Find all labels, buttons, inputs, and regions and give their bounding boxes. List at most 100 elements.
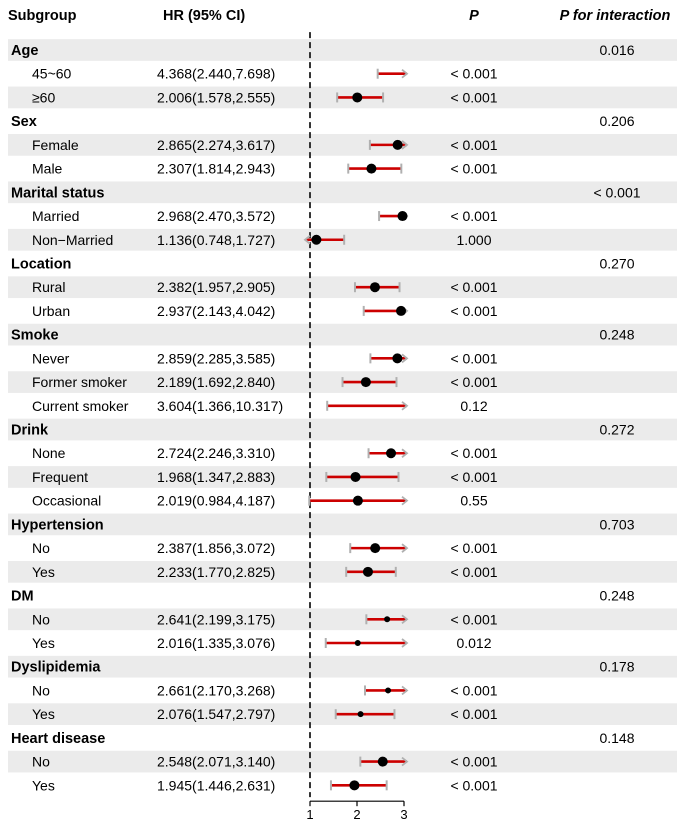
row-band [8, 655, 677, 678]
hr-ci-text: 1.968(1.347,2.883) [157, 469, 275, 485]
subgroup-label: Urban [32, 303, 70, 319]
row-band [8, 134, 677, 156]
p-value: < 0.001 [450, 208, 497, 224]
group-label: Sex [11, 114, 37, 130]
x-tick-label: 3 [400, 807, 407, 822]
ci-upper-arrow [401, 69, 409, 79]
column-headers: Subgroup HR (95% CI) P P for interaction [8, 8, 670, 24]
hr-ci-text: 4.368(2.440,7.698) [157, 66, 275, 82]
x-tick-label: 1 [306, 807, 313, 822]
hr-point [360, 377, 371, 388]
header-p-interaction: P for interaction [560, 8, 671, 24]
hr-point [370, 543, 381, 554]
hr-ci-text: 1.136(0.748,1.727) [157, 232, 275, 248]
subgroup-row: ≥60 2.006(1.578,2.555) < 0.001 [32, 89, 498, 105]
hr-ci-text: 2.865(2.274,3.617) [157, 137, 275, 153]
row-band [8, 418, 677, 441]
subgroup-label: Never [32, 350, 70, 366]
p-interaction-value: 0.272 [599, 422, 634, 438]
ci-lower-arrow [303, 235, 311, 245]
hr-ci-text: 2.968(2.470,3.572) [157, 208, 275, 224]
p-value: < 0.001 [450, 564, 497, 580]
p-value: < 0.001 [450, 161, 497, 177]
hr-point [392, 139, 403, 150]
p-value: < 0.001 [450, 374, 497, 390]
row-bands [8, 39, 677, 773]
hr-point [311, 234, 322, 245]
subgroup-row: No 2.661(2.170,3.268) < 0.001 [32, 682, 498, 698]
p-value: < 0.001 [450, 682, 497, 698]
p-value: 0.012 [456, 635, 491, 651]
ci-upper-arrow [401, 495, 409, 506]
p-value: < 0.001 [450, 469, 497, 485]
subgroup-label: None [32, 445, 66, 461]
hr-ci-text: 2.233(1.770,2.825) [157, 564, 275, 580]
group-label: Drink [11, 423, 49, 439]
subgroup-row: Yes 2.233(1.770,2.825) < 0.001 [32, 564, 498, 580]
hr-point [369, 282, 380, 293]
p-interaction-value: 0.148 [599, 730, 634, 746]
hr-point [386, 448, 397, 459]
hr-ci-text: 2.189(1.692,2.840) [157, 374, 275, 390]
hr-ci-text: 2.307(1.814,2.943) [157, 161, 275, 177]
hr-ci-text: 2.937(2.143,4.042) [157, 303, 275, 319]
header-hr: HR (95% CI) [163, 8, 245, 24]
group-row: DM 0.248 [11, 588, 635, 605]
subgroup-label: Non−Married [32, 232, 113, 248]
hr-point [366, 163, 377, 174]
hr-ci-text: 1.945(1.446,2.631) [157, 777, 275, 793]
p-value: < 0.001 [450, 777, 497, 793]
ci-upper-arrow [401, 543, 409, 553]
subgroup-row: Male 2.307(1.814,2.943) < 0.001 [32, 161, 498, 177]
subgroup-row: Yes 2.016(1.335,3.076) 0.012 [32, 635, 492, 651]
row-band [8, 750, 677, 773]
p-value: 1.000 [456, 232, 491, 248]
subgroup-row: Current smoker 3.604(1.366,10.317) 0.12 [32, 398, 488, 414]
hr-point [362, 566, 373, 577]
p-interaction-value: 0.248 [599, 327, 634, 343]
subgroup-row: No 2.641(2.199,3.175) < 0.001 [32, 611, 498, 627]
header-p: P [469, 8, 479, 24]
x-axis: 1 2 3 [306, 800, 408, 822]
group-label: Smoke [11, 328, 59, 344]
subgroup-row: Frequent 1.968(1.347,2.883) < 0.001 [32, 469, 498, 485]
row-band [8, 276, 677, 299]
subgroup-row: No 2.387(1.856,3.072) < 0.001 [32, 540, 498, 556]
group-row: Heart disease 0.148 [11, 730, 635, 747]
subgroup-row: Urban 2.937(2.143,4.042) < 0.001 [32, 303, 498, 319]
hr-ci-text: 2.387(1.856,3.072) [157, 540, 275, 556]
hr-point [396, 305, 407, 316]
p-value: < 0.001 [450, 279, 497, 295]
p-interaction-value: < 0.001 [593, 184, 640, 200]
subgroup-label: Yes [32, 706, 55, 722]
forest-rows: Age 0.016 45~60 4.368(2.440,7.698) < 0.001 ≥6… [11, 42, 641, 793]
hr-ci-text: 2.724(2.246,3.310) [157, 445, 275, 461]
group-row: Drink 0.272 [11, 422, 635, 439]
subgroup-label: Frequent [32, 469, 88, 485]
p-value: < 0.001 [450, 303, 497, 319]
p-value: < 0.001 [450, 445, 497, 461]
subgroup-row: Rural 2.382(1.957,2.905) < 0.001 [32, 279, 498, 295]
group-label: Age [11, 43, 38, 59]
group-row: Dyslipidemia 0.178 [11, 659, 635, 676]
subgroup-row: Former smoker 2.189(1.692,2.840) < 0.001 [32, 374, 498, 390]
group-label: Heart disease [11, 731, 105, 747]
subgroup-label: No [32, 611, 50, 627]
subgroup-label: 45~60 [32, 66, 72, 82]
p-interaction-value: 0.178 [599, 659, 634, 675]
hr-point [352, 495, 363, 506]
group-row: Marital status < 0.001 [11, 184, 641, 201]
hr-ci-text: 2.076(1.547,2.797) [157, 706, 275, 722]
hr-point [349, 780, 360, 791]
ci-upper-arrow [401, 638, 409, 648]
subgroup-label: Yes [32, 564, 55, 580]
group-row: Sex 0.206 [11, 113, 635, 130]
row-band [8, 39, 677, 61]
subgroup-label: Female [32, 137, 79, 153]
p-interaction-value: 0.016 [599, 42, 634, 58]
p-value: < 0.001 [450, 540, 497, 556]
subgroup-row: Female 2.865(2.274,3.617) < 0.001 [32, 137, 498, 153]
hr-point [357, 711, 364, 718]
row-band [8, 608, 677, 631]
